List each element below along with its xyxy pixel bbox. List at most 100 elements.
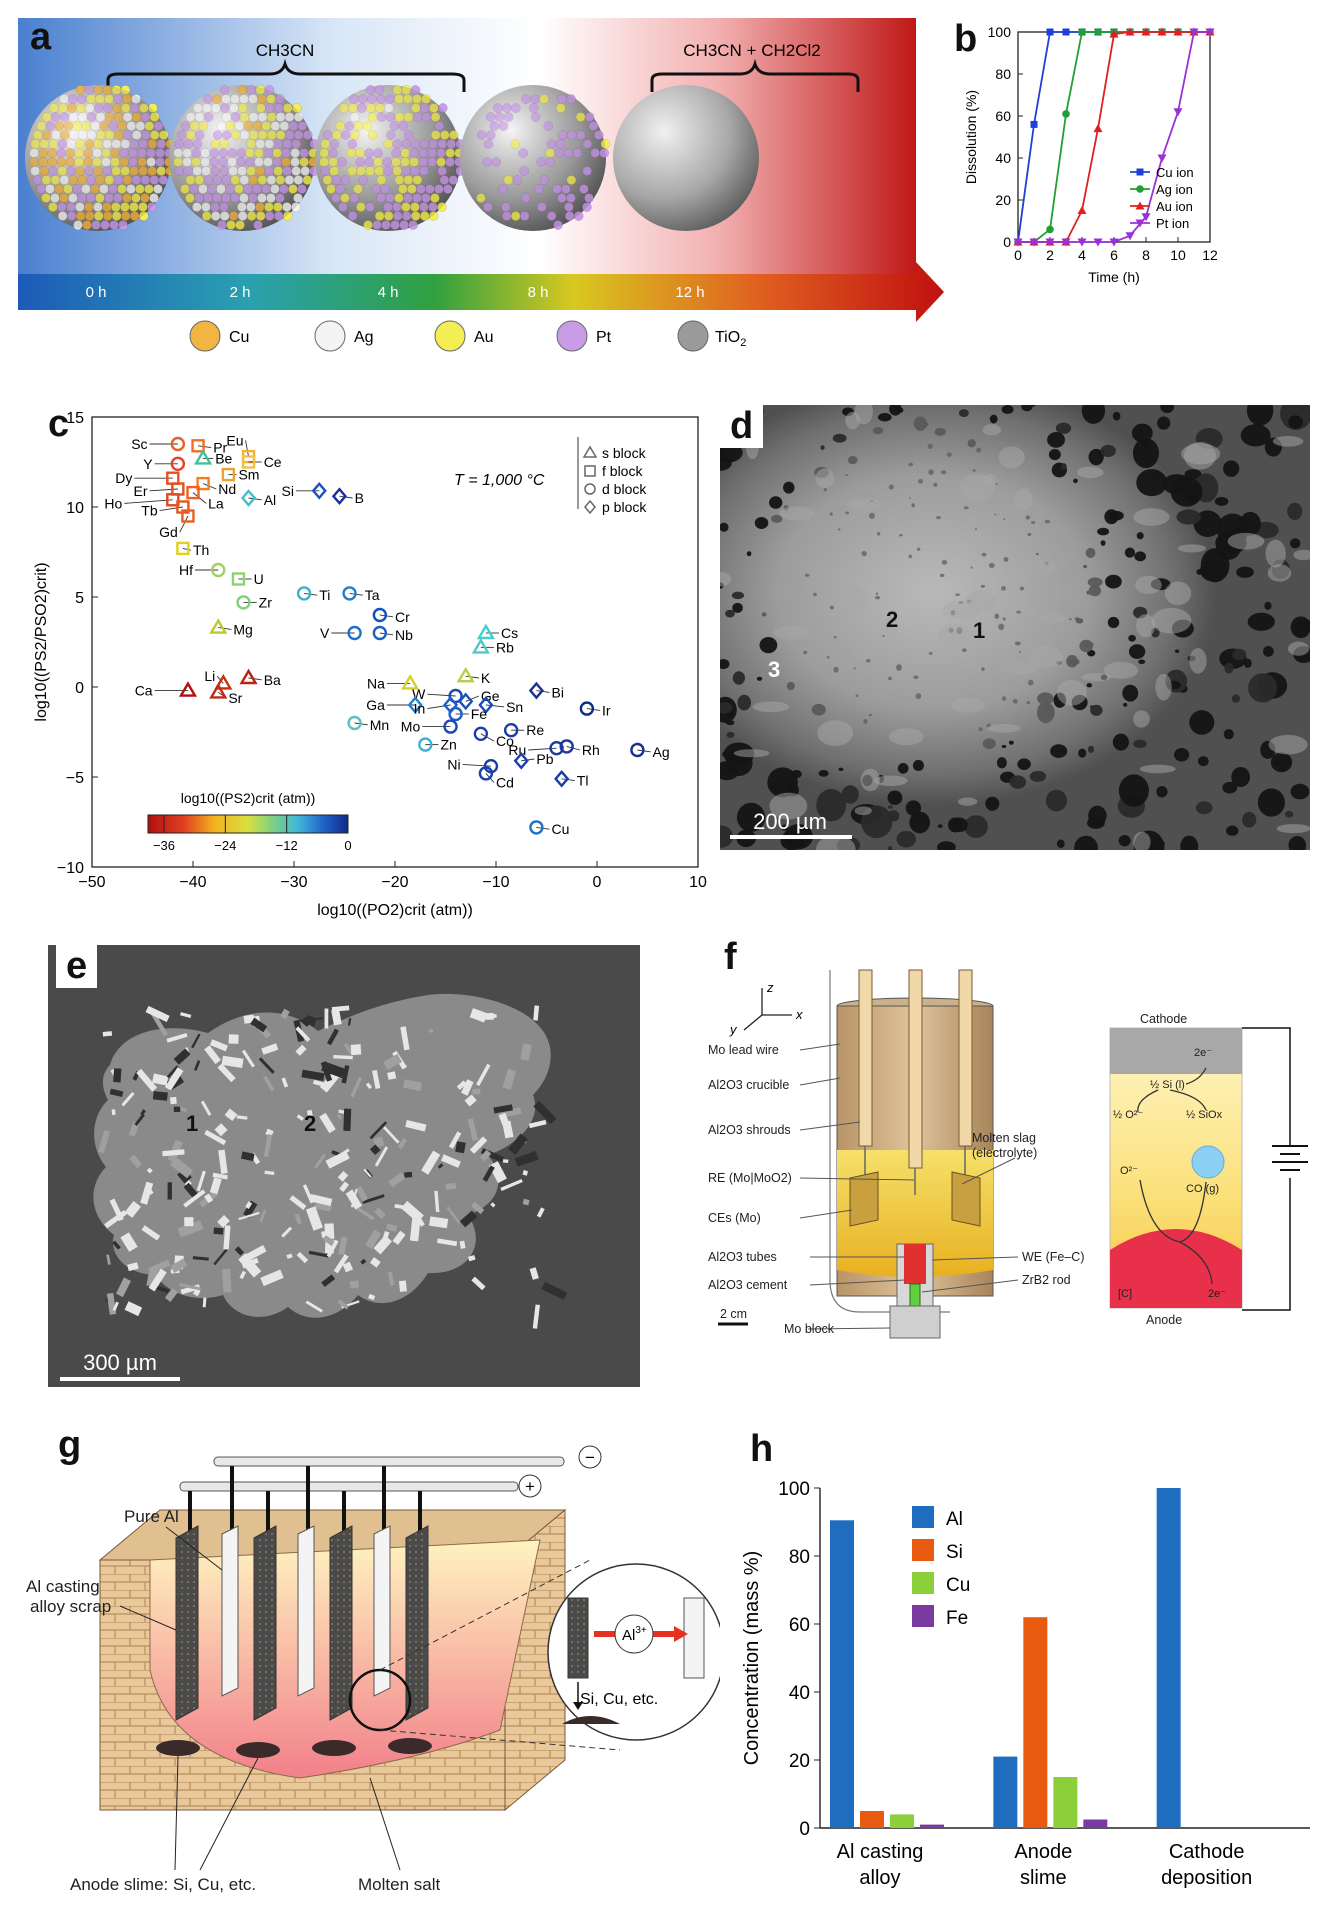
legend-label-block-1: f block	[602, 463, 643, 479]
label-Ti: Ti	[319, 587, 330, 603]
bar-al-0	[830, 1520, 854, 1828]
label-Sc: Sc	[131, 436, 147, 452]
time-0: 0 h	[86, 284, 107, 301]
solvent-left: CH3CN	[256, 41, 315, 60]
callout-ce: CEs (Mo)	[708, 1211, 761, 1225]
bar-cu-0	[890, 1814, 914, 1828]
zoom-label: Si, Cu, etc.	[580, 1691, 658, 1708]
point-3	[1205, 28, 1215, 37]
panel-label-b: b	[954, 18, 978, 60]
label-Th: Th	[193, 542, 209, 558]
point-Ag	[630, 742, 645, 758]
point-Tl	[554, 769, 570, 788]
label-Bi: Bi	[552, 684, 564, 700]
point-Si	[311, 481, 327, 500]
label-Mo: Mo	[401, 719, 421, 735]
legend-label-h-0: Al	[946, 1509, 963, 1530]
leader-Ge	[465, 695, 480, 702]
legend-dot-ag	[314, 320, 346, 352]
sphere-core	[613, 85, 759, 231]
ytick-b-40: 40	[995, 150, 1011, 166]
colorbar	[147, 814, 349, 834]
category-label-0-1: alloy	[859, 1867, 900, 1889]
point-Be	[194, 449, 213, 465]
legend-swatch-h-1	[912, 1539, 934, 1561]
label-U: U	[254, 571, 264, 587]
ytick-b-100: 100	[988, 24, 1012, 40]
region-2: 2	[886, 607, 898, 632]
point-W	[448, 688, 463, 704]
legend-label-ag: Ag	[354, 329, 374, 346]
point-3	[1029, 238, 1039, 247]
point-Mo	[443, 719, 458, 734]
leader-In	[427, 704, 451, 710]
xtick-b-4: 4	[1078, 247, 1086, 263]
cell-siox: ½ SiOx	[1186, 1109, 1223, 1121]
legend-label-cu: Cu	[229, 329, 249, 346]
callout-re: RE (Mo|MoO2)	[708, 1171, 792, 1185]
legend-marker-s	[582, 445, 598, 458]
legend-label-b-3: Pt ion	[1156, 216, 1189, 231]
bar-al-1	[993, 1756, 1018, 1828]
label-Ta: Ta	[365, 587, 380, 603]
label-Cr: Cr	[395, 609, 410, 625]
category-label-1-1: slime	[1020, 1867, 1067, 1889]
axis-y: y	[729, 1022, 738, 1037]
label-Nd: Nd	[218, 481, 236, 497]
label-molten-salt: Molten salt	[358, 1875, 440, 1894]
label-B: B	[355, 490, 364, 506]
bar-fe-1	[1083, 1819, 1108, 1828]
ylabel-c: log10((PS2/PSO2)crit)	[33, 562, 50, 721]
label-Dy: Dy	[115, 470, 132, 486]
legend-label-h-1: Si	[946, 1542, 963, 1563]
leader-Ba	[248, 677, 262, 681]
panel-a-figure: CH3CN CH3CN + CH2Cl2 0 h 2 h 4 h 8 h 12 h Cu…	[18, 18, 944, 352]
point-2	[1157, 27, 1167, 36]
label-Rh: Rh	[582, 742, 600, 758]
ytick-b-20: 20	[995, 192, 1011, 208]
point-0	[1030, 120, 1038, 128]
point-Cd	[478, 766, 494, 781]
legend-swatch-h-3	[912, 1605, 934, 1627]
cell-o: ½ O²⁻	[1113, 1109, 1143, 1121]
leader-Sn	[485, 704, 505, 708]
point-Pb	[513, 751, 529, 770]
label-Fe: Fe	[471, 706, 488, 722]
point-3	[1189, 28, 1199, 37]
ytick-h-0: 0	[799, 1819, 810, 1840]
label-alloy-scrap: alloy scrap	[30, 1597, 111, 1616]
ytick-c-10: 10	[66, 500, 84, 517]
point-3	[1061, 238, 1071, 247]
panel-b: 0 2 4 6 8 10 12 0 20 40 60 80 100 Time (h) Dissolution…	[940, 0, 1327, 330]
cell-cathode: Cathode	[1140, 1012, 1187, 1026]
label-Co: Co	[496, 733, 514, 749]
point-3	[1013, 238, 1023, 247]
bar-al-2	[1156, 1488, 1181, 1828]
point-Sc	[170, 436, 186, 452]
point-Ca	[178, 681, 198, 697]
point-Sm	[221, 467, 236, 482]
point-Ti	[296, 586, 312, 601]
time-1: 2 h	[230, 284, 251, 301]
bar-si-0	[860, 1811, 884, 1828]
ytick-h-20: 20	[789, 1751, 810, 1772]
xtick-c--50: −50	[78, 874, 105, 891]
callout-moblock: Mo block	[784, 1322, 835, 1336]
label-La: La	[208, 495, 224, 511]
bar-fe-0	[920, 1824, 944, 1828]
point-Ru	[549, 741, 564, 756]
panel-c: −50 −40 −30 −20 −10 0 10 −10 −5 0 5 10 15 log10((PO2)…	[0, 395, 720, 955]
plus-sign: +	[525, 1477, 535, 1496]
point-Ba	[239, 668, 258, 685]
point-3	[1077, 238, 1087, 247]
axis-z: z	[766, 980, 774, 995]
leader-Ru	[528, 747, 557, 751]
leader-Mg	[218, 627, 232, 630]
ytick-h-80: 80	[789, 1547, 810, 1568]
legend-marker-b-0	[1136, 168, 1144, 176]
ytick-c-15: 15	[66, 410, 84, 427]
region-e-2: 2	[304, 1111, 316, 1136]
label-Tb: Tb	[141, 503, 158, 519]
axis-x: x	[795, 1007, 803, 1022]
scale-2cm: 2 cm	[720, 1307, 747, 1321]
